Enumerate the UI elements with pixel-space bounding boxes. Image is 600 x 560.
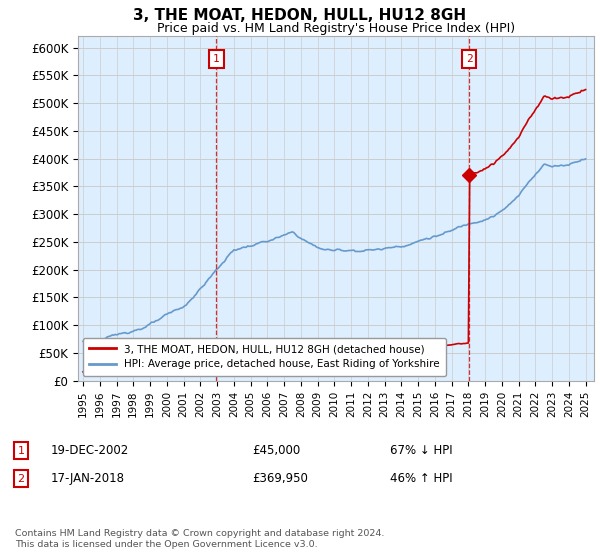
Text: £45,000: £45,000 bbox=[252, 444, 300, 458]
Text: 19-DEC-2002: 19-DEC-2002 bbox=[51, 444, 129, 458]
Text: 17-JAN-2018: 17-JAN-2018 bbox=[51, 472, 125, 486]
Text: Contains HM Land Registry data © Crown copyright and database right 2024.
This d: Contains HM Land Registry data © Crown c… bbox=[15, 529, 385, 549]
Text: 46% ↑ HPI: 46% ↑ HPI bbox=[390, 472, 452, 486]
Text: 67% ↓ HPI: 67% ↓ HPI bbox=[390, 444, 452, 458]
Text: 2: 2 bbox=[466, 54, 472, 64]
Legend: 3, THE MOAT, HEDON, HULL, HU12 8GH (detached house), HPI: Average price, detache: 3, THE MOAT, HEDON, HULL, HU12 8GH (deta… bbox=[83, 338, 446, 376]
Text: 2: 2 bbox=[17, 474, 25, 484]
Text: 3, THE MOAT, HEDON, HULL, HU12 8GH: 3, THE MOAT, HEDON, HULL, HU12 8GH bbox=[133, 8, 467, 24]
Text: £369,950: £369,950 bbox=[252, 472, 308, 486]
Text: 1: 1 bbox=[17, 446, 25, 456]
Title: Price paid vs. HM Land Registry's House Price Index (HPI): Price paid vs. HM Land Registry's House … bbox=[157, 22, 515, 35]
Text: 1: 1 bbox=[213, 54, 220, 64]
